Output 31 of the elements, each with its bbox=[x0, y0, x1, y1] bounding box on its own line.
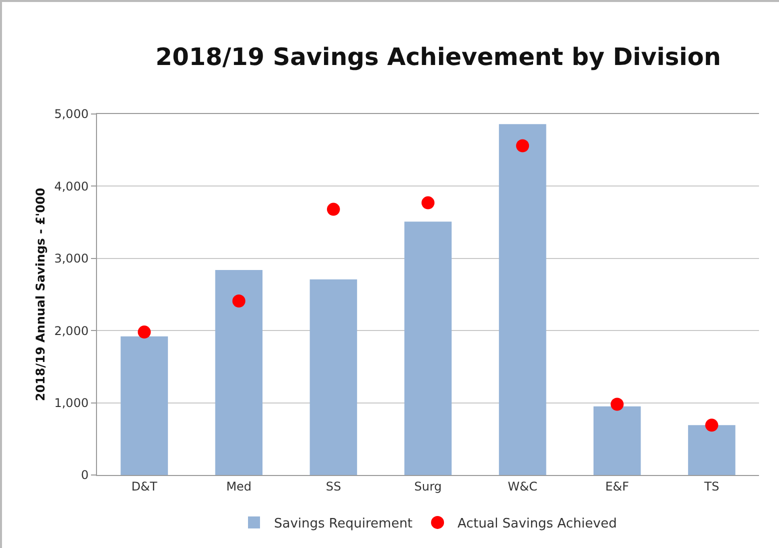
legend-label: Actual Savings Achieved bbox=[458, 516, 617, 532]
point bbox=[422, 196, 434, 210]
bar bbox=[404, 222, 452, 475]
legend-label: Savings Requirement bbox=[274, 516, 413, 532]
bar bbox=[594, 406, 641, 475]
bar bbox=[498, 124, 546, 475]
y-tick-label: 4,000 bbox=[54, 179, 89, 194]
x-tick-label: E&F bbox=[605, 479, 630, 494]
point bbox=[516, 139, 530, 152]
y-tick-label: 2,000 bbox=[54, 324, 89, 338]
bar bbox=[310, 279, 358, 475]
x-tick-label: TS bbox=[703, 479, 720, 494]
point bbox=[705, 418, 718, 432]
bar bbox=[215, 270, 262, 475]
point bbox=[326, 202, 340, 216]
x-tick-label: Surg bbox=[414, 479, 442, 494]
x-tick-label: SS bbox=[326, 479, 342, 494]
bar bbox=[688, 425, 736, 475]
y-axis-title: 2018/19 Annual Savings - £'000 bbox=[34, 188, 48, 402]
x-tick-label: D&T bbox=[131, 479, 158, 494]
y-tick-label: 5,000 bbox=[54, 107, 89, 122]
point bbox=[232, 294, 246, 308]
point bbox=[138, 326, 151, 339]
chart-title: 2018/19 Savings Achievement by Division bbox=[156, 43, 721, 72]
x-tick-label: Med bbox=[226, 479, 252, 494]
y-tick-label: 3,000 bbox=[54, 252, 89, 266]
bar bbox=[120, 336, 168, 475]
x-tick-label: W&C bbox=[508, 479, 538, 494]
y-tick-label: 1,000 bbox=[54, 396, 89, 410]
point bbox=[610, 398, 624, 411]
y-tick-label: 0 bbox=[80, 468, 89, 482]
